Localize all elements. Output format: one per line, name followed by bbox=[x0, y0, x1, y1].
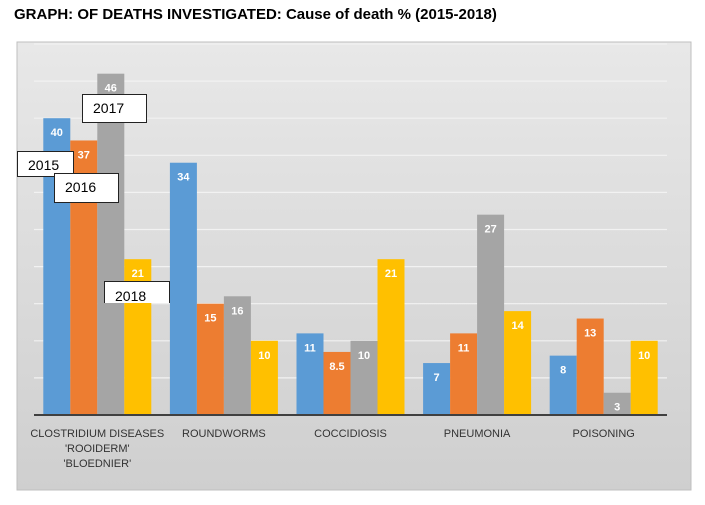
data-label: 40 bbox=[51, 127, 63, 139]
data-label: 10 bbox=[258, 350, 270, 362]
data-label: 37 bbox=[78, 149, 90, 161]
data-label: 3 bbox=[614, 402, 620, 414]
bar-2016 bbox=[196, 303, 224, 415]
bar-2018 bbox=[504, 311, 532, 415]
bar-2016 bbox=[450, 333, 478, 415]
bar-2016 bbox=[323, 351, 351, 415]
data-label: 7 bbox=[434, 372, 440, 384]
data-label: 11 bbox=[304, 342, 316, 354]
category-labels: CLOSTRIDIUM DISEASES 'ROOIDERM' 'BLOEDNIER… bbox=[30, 428, 635, 470]
data-label: 10 bbox=[358, 350, 370, 362]
bar-2016 bbox=[576, 318, 604, 415]
bar-2017 bbox=[97, 73, 125, 416]
data-label: 11 bbox=[458, 342, 470, 354]
category-label: 'BLOEDNIER' bbox=[63, 458, 131, 470]
bar-2017 bbox=[223, 296, 251, 415]
bar-2017 bbox=[350, 340, 378, 415]
category-label: COCCIDIOSIS bbox=[314, 428, 387, 440]
data-labels: 40 37 46 21 34 15 16 10 11 8.5 10 21 7 11 27 14 8 13 3 10 bbox=[51, 83, 651, 414]
category-label: ROUNDWORMS bbox=[182, 428, 266, 440]
legend-label-2018: 2018 bbox=[104, 281, 170, 304]
legend-label-2016: 2016 bbox=[54, 173, 119, 203]
bar-2018 bbox=[377, 259, 405, 415]
data-label: 10 bbox=[638, 350, 650, 362]
category-label: 'ROOIDERM' bbox=[65, 443, 130, 455]
data-label: 8 bbox=[560, 365, 566, 377]
bars bbox=[43, 73, 658, 416]
bar-2015 bbox=[423, 363, 451, 415]
legend-label-2017: 2017 bbox=[82, 94, 147, 123]
data-label: 8.5 bbox=[329, 361, 344, 373]
bar-2015 bbox=[169, 162, 197, 415]
data-label: 46 bbox=[105, 83, 117, 95]
bar-2018 bbox=[250, 340, 278, 415]
bar-2015 bbox=[549, 355, 577, 415]
bar-2015 bbox=[296, 333, 324, 415]
category-label: POISONING bbox=[573, 428, 635, 440]
data-label: 27 bbox=[484, 224, 496, 236]
data-label: 13 bbox=[584, 328, 596, 340]
legend-label-2015: 2015 bbox=[17, 151, 74, 177]
data-label: 34 bbox=[177, 172, 190, 184]
chart-title: GRAPH: OF DEATHS INVESTIGATED: Cause of … bbox=[14, 6, 497, 23]
data-label: 21 bbox=[385, 268, 397, 280]
bar-2018 bbox=[630, 340, 658, 415]
bar-2017 bbox=[477, 214, 505, 415]
data-label: 14 bbox=[511, 320, 524, 332]
data-label: 15 bbox=[204, 313, 216, 325]
data-label: 21 bbox=[132, 268, 144, 280]
data-label: 16 bbox=[231, 305, 243, 317]
category-label: CLOSTRIDIUM DISEASES bbox=[30, 428, 164, 440]
bar-2017 bbox=[603, 392, 631, 415]
category-label: PNEUMONIA bbox=[444, 428, 511, 440]
